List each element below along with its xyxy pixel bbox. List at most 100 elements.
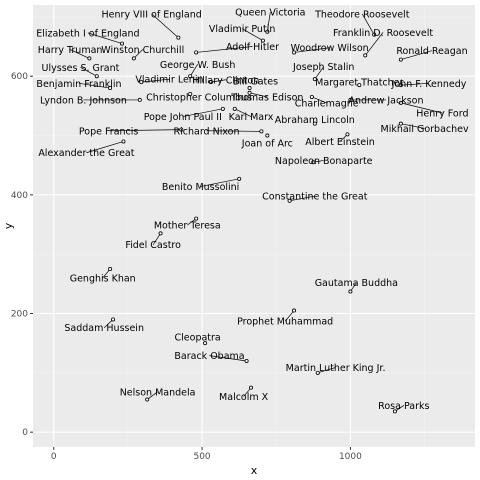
data-point <box>176 35 181 40</box>
data-point <box>312 121 317 126</box>
point-label: Vladimir Putin <box>209 24 275 35</box>
data-point <box>363 53 368 58</box>
point-label: Adolf Hitler <box>226 42 279 53</box>
data-point <box>292 50 297 55</box>
point-label: Alexander the Great <box>38 148 134 159</box>
point-label: Winston Churchill <box>101 45 184 56</box>
label-connector <box>249 92 268 98</box>
point-label: Ulysses S. Grant <box>42 63 120 74</box>
label-connector <box>152 233 161 245</box>
point-label: Karl Marx <box>229 112 274 123</box>
point-label: Henry VIII of England <box>102 9 202 20</box>
data-point <box>131 56 136 61</box>
data-point <box>287 198 292 203</box>
point-label: Prophet Muhammad <box>237 317 333 328</box>
label-connectors <box>69 12 443 412</box>
data-point <box>260 38 265 43</box>
y-axis-title: y <box>2 222 15 229</box>
label-connector <box>364 32 384 56</box>
data-point <box>121 139 126 144</box>
point-label: Queen Victoria <box>235 8 305 19</box>
label-connector <box>69 49 90 59</box>
point-label: Lyndon B. Johnson <box>40 95 127 106</box>
point-label: Christopher Columbus <box>146 92 252 103</box>
label-connector <box>141 78 170 83</box>
label-connector <box>314 66 324 80</box>
label-connector <box>86 141 124 154</box>
x-tick-label: 1000 <box>339 452 362 462</box>
data-point <box>94 74 99 79</box>
data-point <box>119 41 124 46</box>
data-point <box>194 216 199 221</box>
point-label: Joan of Arc <box>241 139 293 150</box>
label-connector <box>87 32 123 44</box>
data-point <box>145 397 150 402</box>
x-tick-label: 500 <box>193 452 210 462</box>
point-label: Barack Obama <box>174 351 244 362</box>
label-connector <box>400 123 425 129</box>
point-label: Malcolm X <box>219 392 269 403</box>
label-connector <box>196 46 253 53</box>
label-connector <box>206 130 262 132</box>
y-tick-label: 0 <box>22 428 28 438</box>
point-label: Nelson Mandela <box>120 387 196 398</box>
label-connector <box>289 195 315 202</box>
point-label: Benjamin Franklin <box>36 79 121 90</box>
point-label: Vladimir Lenin <box>135 75 203 86</box>
point-label: Andrew Jackson <box>348 95 423 106</box>
label-connector <box>294 47 330 53</box>
data-point <box>244 358 249 363</box>
data-point <box>188 91 193 96</box>
label-connector <box>80 66 97 77</box>
data-point <box>259 129 264 134</box>
data-point <box>247 90 252 95</box>
data-point <box>372 32 377 37</box>
data-point <box>312 77 317 82</box>
point-label: Pope John Paul II <box>144 112 222 123</box>
data-point <box>348 289 353 294</box>
label-connector <box>267 12 271 32</box>
data-point <box>220 106 225 111</box>
data-point <box>188 74 193 79</box>
data-point <box>139 80 144 85</box>
point-label: Bill Gates <box>233 76 278 87</box>
label-connector <box>103 319 114 329</box>
data-point <box>137 97 142 102</box>
label-connector <box>151 13 179 38</box>
data-point <box>208 80 213 85</box>
label-connector <box>108 129 182 132</box>
data-point <box>357 83 362 88</box>
point-label: Saddam Hussein <box>64 323 144 334</box>
label-connector <box>234 108 252 117</box>
data-point <box>398 57 403 62</box>
point-label: John F. Kennedy <box>391 79 467 90</box>
point-labels: Henry VIII of England Queen Victoria Theod… <box>36 8 469 412</box>
label-connector <box>361 13 375 35</box>
x-tick-label: 0 <box>51 452 57 462</box>
data-point <box>398 83 403 88</box>
point-label: Mother Teresa <box>154 221 221 232</box>
data-point <box>203 341 208 346</box>
data-point <box>265 29 270 34</box>
point-label: Mikhail Gorbachev <box>381 124 469 135</box>
point-label: Margaret Thatcher <box>315 78 403 89</box>
point-label: Pope Francis <box>79 126 138 137</box>
label-connector <box>400 102 443 114</box>
data-point <box>108 267 113 272</box>
data-point <box>311 160 316 165</box>
y-tick-label: 600 <box>11 72 28 82</box>
label-connector <box>400 50 433 60</box>
point-label: Henry Ford <box>416 108 468 119</box>
data-point <box>179 127 184 132</box>
data-point <box>345 132 350 137</box>
label-connector <box>209 355 247 362</box>
label-connector <box>400 82 430 86</box>
label-connector <box>317 367 336 374</box>
data-points <box>87 29 403 414</box>
point-label: Constantine the Great <box>262 192 368 203</box>
data-point <box>315 370 320 375</box>
data-point <box>87 56 92 61</box>
y-tick-label: 200 <box>11 310 28 320</box>
data-point <box>158 231 163 236</box>
